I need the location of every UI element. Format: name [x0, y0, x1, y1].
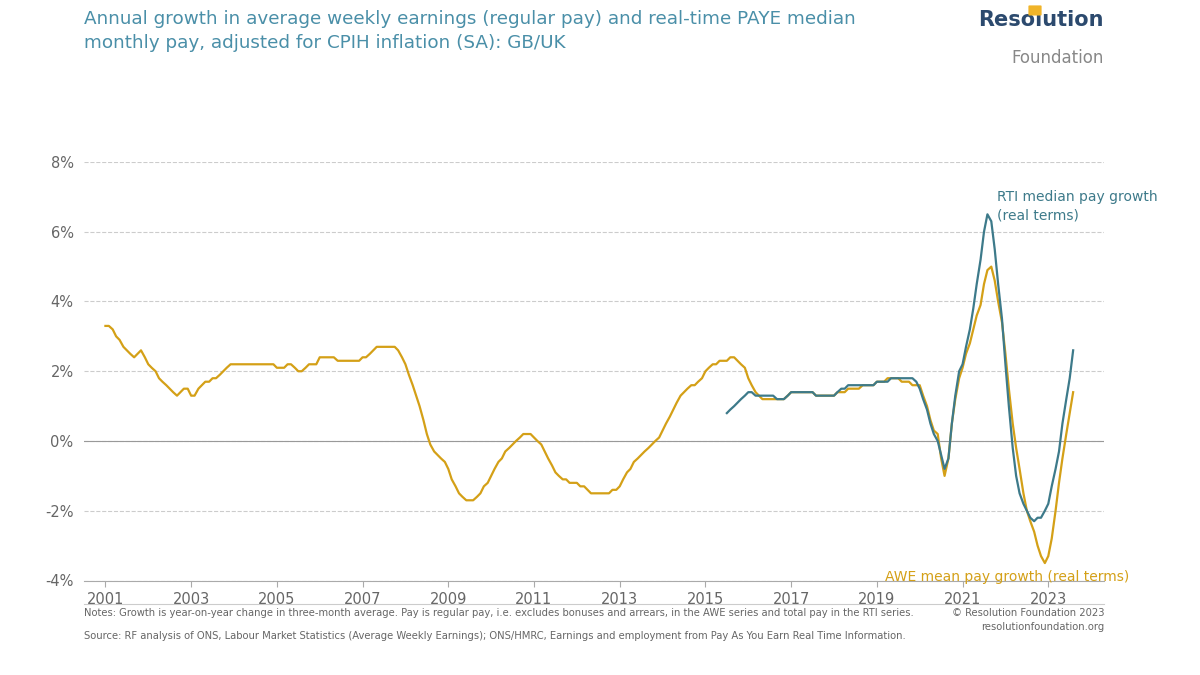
Text: Annual growth in average weekly earnings (regular pay) and real-time PAYE median: Annual growth in average weekly earnings… — [84, 10, 856, 53]
Text: Source: RF analysis of ONS, Labour Market Statistics (Average Weekly Earnings); : Source: RF analysis of ONS, Labour Marke… — [84, 631, 906, 641]
Text: © Resolution Foundation 2023
resolutionfoundation.org: © Resolution Foundation 2023 resolutionf… — [952, 608, 1104, 632]
Text: Foundation: Foundation — [1012, 49, 1104, 67]
Text: Notes: Growth is year-on-year change in three-month average. Pay is regular pay,: Notes: Growth is year-on-year change in … — [84, 608, 913, 618]
Text: AWE mean pay growth (real terms): AWE mean pay growth (real terms) — [886, 570, 1129, 584]
Text: Resolution: Resolution — [978, 10, 1104, 30]
Text: RTI median pay growth
(real terms): RTI median pay growth (real terms) — [997, 190, 1158, 222]
